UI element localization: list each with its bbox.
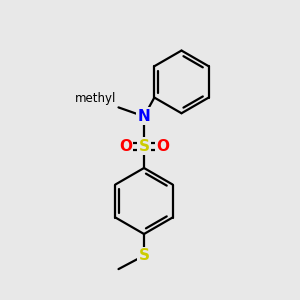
Text: S: S bbox=[139, 139, 149, 154]
Text: O: O bbox=[156, 139, 169, 154]
Text: N: N bbox=[138, 109, 150, 124]
Text: O: O bbox=[119, 139, 132, 154]
Text: methyl: methyl bbox=[75, 92, 116, 105]
Text: S: S bbox=[139, 248, 149, 263]
